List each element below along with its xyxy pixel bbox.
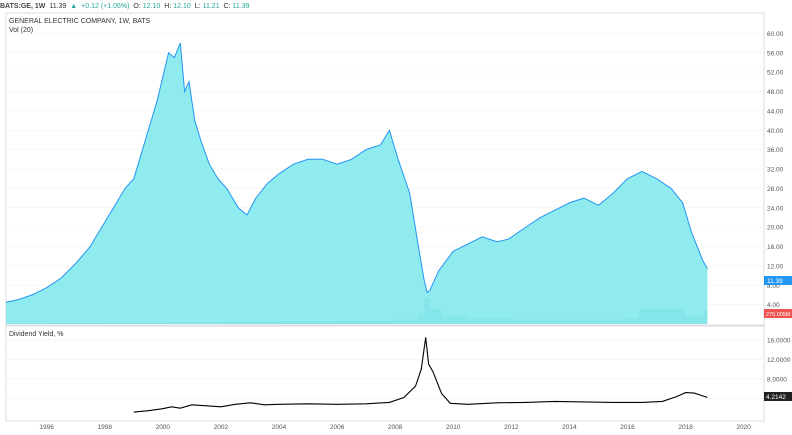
price-tick-label: 4.00	[767, 302, 780, 309]
close-value: 11.39	[232, 3, 250, 10]
price-badge-bg	[764, 276, 792, 285]
price-tick-label: 52.00	[767, 70, 784, 77]
price-change: +0.12 (+1.06%)	[81, 3, 130, 10]
price-line	[5, 42, 708, 303]
low-label: L:	[194, 3, 201, 10]
yield-tick-label: 8.0000	[767, 376, 787, 383]
x-tick-label: 2004	[272, 424, 287, 431]
up-arrow-icon: ▲	[70, 3, 78, 10]
yield-line	[133, 337, 708, 413]
volume-label: Vol (20)	[9, 27, 33, 34]
x-tick-label: 1998	[98, 424, 113, 431]
price-tick-label: 48.00	[767, 89, 784, 96]
low-value: 11.21	[202, 3, 220, 10]
price-tick-label: 32.00	[767, 167, 784, 174]
yield-tick-label: 12.0000	[767, 357, 791, 364]
price-tick-label: 20.00	[767, 225, 784, 232]
price-tick-label: 60.00	[767, 31, 784, 38]
x-tick-label: 2012	[504, 424, 519, 431]
high-label: H:	[164, 3, 172, 10]
price-tick-label: 36.00	[767, 147, 784, 154]
open-label: O:	[133, 3, 141, 10]
x-tick-label: 2008	[388, 424, 403, 431]
x-tick-label: 2014	[562, 424, 577, 431]
x-tick-label: 2006	[330, 424, 345, 431]
price-tick-label: 16.00	[767, 244, 784, 251]
volume-badge: 275.005M	[766, 312, 791, 318]
x-tick-label: 2010	[446, 424, 461, 431]
price-area	[6, 43, 708, 324]
volume-badge-bg	[764, 309, 792, 318]
x-tick-label: 2016	[620, 424, 635, 431]
yield-pane[interactable]	[5, 325, 765, 422]
close-label: C:	[223, 3, 231, 10]
symbol-label[interactable]: BATS:GE, 1W	[0, 3, 46, 10]
price-tick-label: 28.00	[767, 186, 784, 193]
price-pane-title: GENERAL ELECTRIC COMPANY, 1W, BATS	[9, 18, 151, 25]
yield-pane-title: Dividend Yield, %	[9, 331, 63, 338]
x-tick-label: 2018	[678, 424, 693, 431]
x-tick-label: 2020	[736, 424, 751, 431]
price-tick-label: 40.00	[767, 128, 784, 135]
yield-badge-bg	[764, 392, 792, 401]
symbol-header: BATS:GE, 1W 11.39 ▲ +0.12 (+1.06%) O: 12.…	[0, 0, 792, 14]
x-tick-label: 2002	[214, 424, 229, 431]
last-price: 11.39	[49, 3, 67, 10]
yield-tick-label: 16.0000	[767, 337, 791, 344]
x-tick-label: 2000	[156, 424, 171, 431]
x-tick-label: 1996	[39, 424, 54, 431]
price-tick-label: 56.00	[767, 50, 784, 57]
open-value: 12.10	[142, 3, 161, 10]
price-badge: 11.39	[767, 278, 783, 285]
price-tick-label: 24.00	[767, 205, 784, 212]
high-value: 12.10	[173, 3, 191, 10]
yield-badge: 4.2142	[766, 394, 786, 401]
price-tick-label: 8.00	[767, 283, 780, 290]
price-tick-label: 12.00	[767, 263, 784, 270]
price-tick-label: 44.00	[767, 108, 784, 115]
